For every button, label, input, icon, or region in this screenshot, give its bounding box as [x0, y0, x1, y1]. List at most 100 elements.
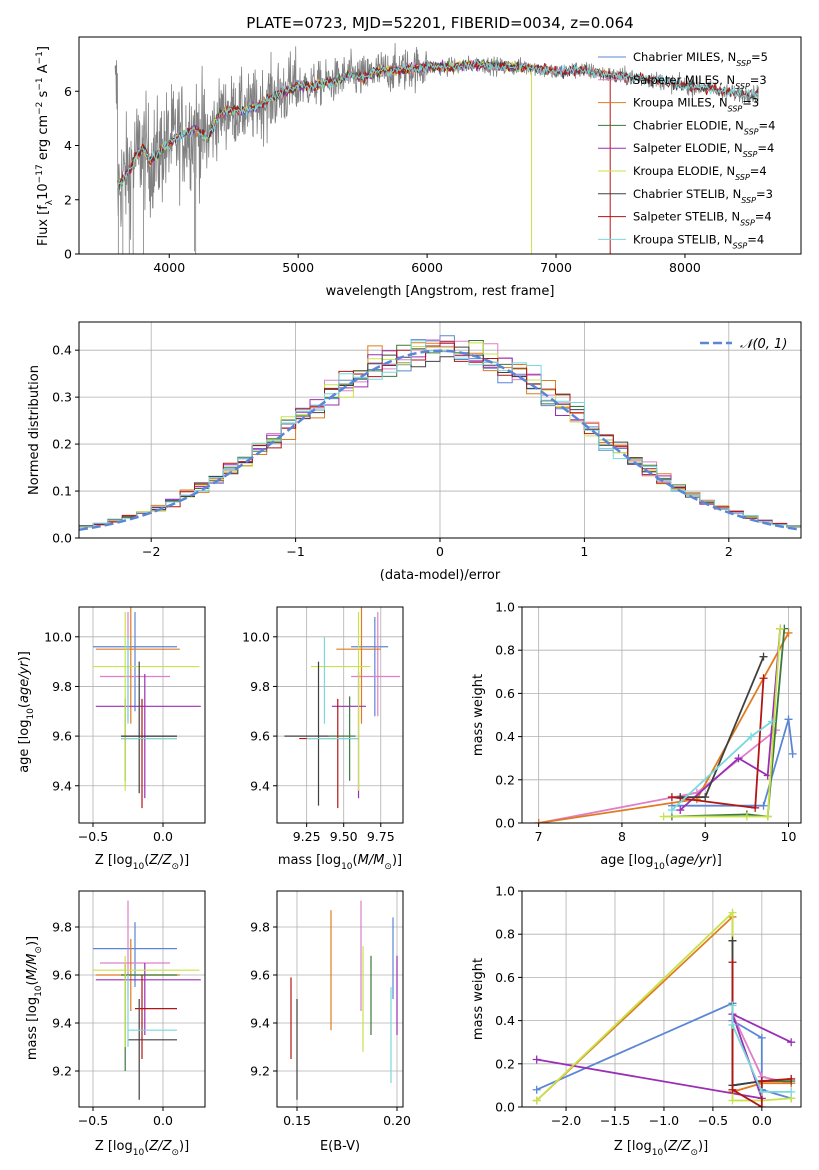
age-vs-mass-axes-plot-area [277, 607, 403, 823]
age-vs-Z-ylabel-part: age [log [17, 720, 32, 773]
x-tick-label: 7 [535, 829, 543, 844]
weight-marker [728, 1096, 737, 1105]
histogram-ylabel: Normed distribution [27, 365, 42, 495]
y-tick-label: 0.1 [52, 484, 72, 499]
weight-line-chabrier-miles [671, 719, 794, 807]
spectrum-ylabel-part: s [36, 90, 51, 101]
weight-vs-Z-xlabel-part: ⊙ [690, 1148, 698, 1158]
y-tick-label: 1.0 [495, 600, 515, 615]
weight-marker [659, 812, 668, 821]
legend-model: Salpeter MILES, N [633, 73, 735, 87]
y-tick-label: 9.2 [52, 1064, 72, 1079]
weight-marker [784, 715, 793, 724]
normal-curve [79, 349, 801, 532]
age-vs-Z-axes-plot-area [79, 607, 205, 823]
mass-vs-Z-xlabel-part: )] [179, 1139, 189, 1154]
age-vs-Z-axes: −0.5 0.0 9.4 9.6 9.8 10.0 [44, 606, 206, 844]
weight-marker [701, 793, 710, 802]
x-tick-label: 8 [618, 829, 626, 844]
y-tick-label: 10.0 [44, 629, 72, 644]
mass-vs-Z-axes: −0.5 0.0 9.2 9.4 9.6 9.8 [52, 890, 206, 1128]
spectrum-ylabel-part: A [36, 64, 51, 77]
x-tick-label: 0.20 [383, 1113, 411, 1128]
age-vs-Z-ylabel-part: 10 [26, 708, 36, 720]
weight-marker [759, 801, 768, 810]
mass-vs-Z-xlabel-part: Z [log [95, 1139, 133, 1154]
mass-vs-Z-ylabel-part: 10 [34, 985, 44, 997]
mass-vs-Z-ylabel-part: )] [25, 936, 40, 946]
x-tick-label: −1.0 [649, 1113, 679, 1128]
legend-sub: SSP [728, 104, 743, 113]
weight-vs-Z-axes-plot-area [522, 891, 801, 1107]
age-vs-mass-xlabel-part: ( [353, 853, 358, 868]
x-tick-label: 2 [725, 544, 733, 559]
legend-entry: Salpeter ELODIE, NSSP=4 [633, 141, 774, 159]
y-tick-label: 1.0 [495, 884, 515, 899]
mass-vs-Z-ylabel-part: mass [log [25, 997, 40, 1060]
model-spectrum-chabrier-stelib [117, 59, 759, 188]
legend-nssp: =3 [750, 73, 767, 87]
weight-line-salpeter-stelib [731, 962, 792, 1107]
y-tick-label: 0 [64, 247, 72, 262]
legend-entry: Chabrier ELODIE, NSSP=4 [633, 118, 775, 136]
legend-nssp: =4 [750, 164, 767, 178]
y-tick-label: 9.4 [52, 1016, 72, 1031]
weight-vs-Z-xlabel-part: Z [log [614, 1139, 652, 1154]
x-tick-label: 10 [781, 829, 797, 844]
y-tick-label: 9.8 [250, 920, 270, 935]
histogram-chabrier-stelib [79, 346, 801, 527]
y-tick-label: 10.0 [242, 629, 270, 644]
y-tick-label: 9.8 [52, 679, 72, 694]
weight-vs-Z-xlabel-part: Z/Z [667, 1139, 691, 1154]
age-vs-mass-xlabel-part: ⊙ [384, 862, 392, 872]
y-tick-label: 9.2 [250, 1064, 270, 1079]
weight-vs-age-xlabel: age [log10(age/yr)] [600, 853, 722, 872]
y-tick-label: 0.2 [495, 1056, 515, 1071]
age-vs-Z-ylabel-part: )] [17, 651, 32, 661]
x-tick-label: 9.50 [330, 829, 358, 844]
weight-vs-age-axes: 7 8 9 10 0.0 0.2 0.4 0.6 0.8 1.0 [495, 600, 802, 844]
x-tick-label: 0.15 [283, 1113, 311, 1128]
x-tick-label: −2 [142, 544, 160, 559]
x-tick-label: 0 [436, 544, 444, 559]
axes-frame [521, 606, 802, 824]
weight-vs-age-xlabel-part: ( [665, 853, 670, 868]
legend-model: Salpeter ELODIE, N [633, 141, 743, 155]
weight-marker [742, 812, 751, 821]
histogram-kroupa-elodie [79, 342, 801, 528]
spectrum-xlabel: wavelength [Angstrom, rest frame] [326, 284, 555, 299]
weight-vs-Z-ylabel: mass weight [471, 958, 486, 1040]
y-tick-label: 0.4 [52, 343, 72, 358]
weight-line-kroupa-stelib [671, 720, 773, 811]
legend-entry: Kroupa STELIB, NSSP=4 [633, 232, 764, 250]
legend-entry: Chabrier STELIB, NSSP=3 [633, 187, 773, 205]
y-tick-label: 0.0 [495, 816, 515, 831]
mass-vs-Z-xlabel-part: ( [144, 1139, 149, 1154]
age-vs-Z-ylabel-part: ( [17, 703, 32, 708]
x-tick-label: 1 [580, 544, 588, 559]
age-vs-Z-xlabel-part: Z/Z [148, 853, 172, 868]
mass-vs-Z-xlabel-part: 10 [133, 1148, 145, 1158]
x-tick-label: 4000 [153, 260, 185, 275]
axes-frame [276, 606, 404, 824]
weight-marker [734, 754, 743, 763]
y-tick-label: 0.3 [52, 390, 72, 405]
weight-vs-age-xlabel-part: )] [712, 853, 722, 868]
weight-vs-age-ylabel: mass weight [471, 674, 486, 756]
weight-marker [757, 1033, 766, 1042]
legend-sub: SSP [743, 150, 758, 159]
age-vs-Z-xlabel-part: ⊙ [171, 862, 179, 872]
mass-vs-ebv-axes: 0.15 0.20 9.2 9.4 9.6 9.8 [250, 890, 411, 1128]
legend-model: Salpeter STELIB, N [633, 210, 740, 224]
weight-line-kroupa-miles [538, 632, 790, 823]
spectrum-ylabel-part: −17 [35, 164, 45, 183]
weight-marker [532, 1096, 541, 1105]
y-tick-label: 0.0 [495, 1100, 515, 1115]
weight-vs-Z-xlabel-part: )] [698, 1139, 708, 1154]
legend-sub: SSP [736, 59, 751, 68]
weight-marker [757, 1077, 766, 1086]
x-tick-label: −0.5 [698, 1113, 728, 1128]
age-vs-Z-xlabel-part: 10 [133, 862, 145, 872]
weight-marker [787, 1074, 796, 1083]
weight-marker [728, 1020, 737, 1029]
